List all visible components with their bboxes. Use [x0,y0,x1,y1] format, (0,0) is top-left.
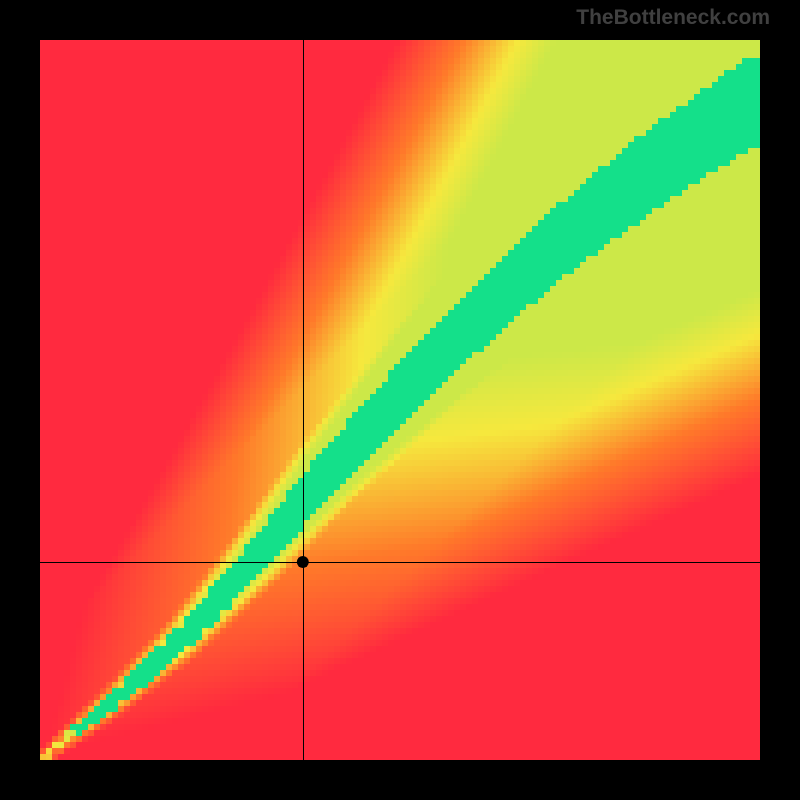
chart-container: TheBottleneck.com [0,0,800,800]
watermark-text: TheBottleneck.com [576,6,770,30]
bottleneck-heatmap [40,40,760,760]
